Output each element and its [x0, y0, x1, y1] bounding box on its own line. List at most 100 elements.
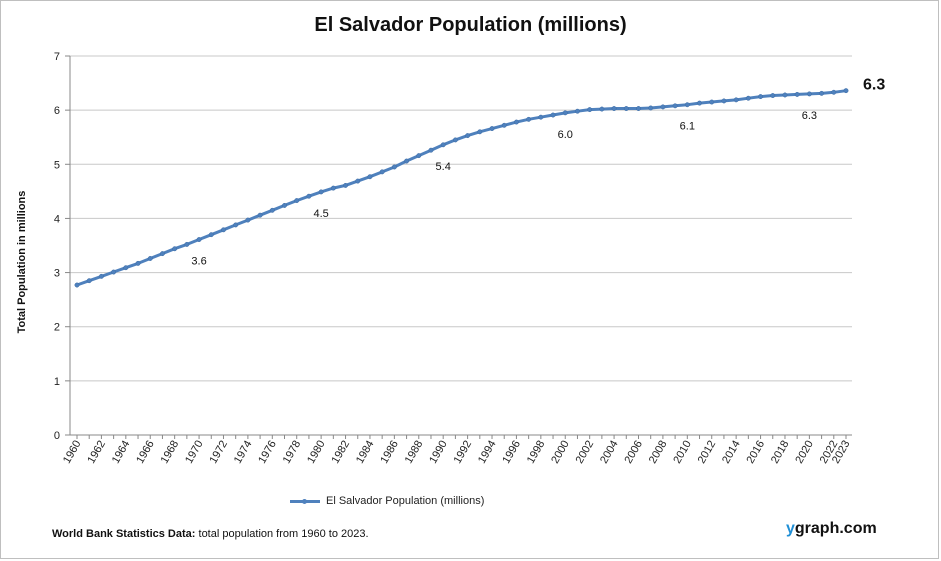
- data-point: [672, 103, 678, 109]
- x-tick-label: 1968: [159, 439, 182, 466]
- data-point: [343, 182, 348, 188]
- series-group: [74, 88, 849, 288]
- brand-rest: graph.com: [794, 520, 877, 537]
- legend: El Salvador Population (millions): [290, 495, 484, 507]
- x-tick-label: 1962: [85, 439, 108, 466]
- y-tick-label: 2: [54, 322, 60, 334]
- data-point: [269, 207, 275, 213]
- data-point: [159, 251, 165, 257]
- data-point: [379, 169, 385, 175]
- legend-swatch: [290, 495, 320, 507]
- source-note: World Bank Statistics Data: total popula…: [52, 528, 369, 540]
- data-point: [489, 126, 495, 132]
- data-point: [648, 105, 654, 111]
- data-point: [660, 104, 666, 110]
- x-tick-label: 1980: [305, 439, 328, 466]
- data-point: [465, 133, 471, 139]
- x-tick-label: 1970: [183, 439, 206, 466]
- data-point: [416, 153, 422, 159]
- x-tick-label: 1972: [207, 439, 230, 466]
- data-point: [98, 273, 104, 279]
- x-tick-label: 2004: [598, 439, 621, 466]
- brand-y: y: [786, 520, 795, 537]
- y-tick-label: 0: [54, 430, 60, 442]
- x-ticks: 1960 1962 1964 1966 1968 1970 1972 1974 1976 1978…: [61, 435, 853, 466]
- data-point: [404, 158, 410, 164]
- annotation-label: 6.3: [802, 110, 817, 122]
- x-tick-label: 2016: [745, 439, 768, 466]
- data-point: [257, 212, 263, 218]
- annotation-label: 6.0: [558, 129, 573, 141]
- y-ticks: 0 1 2 3 4 5 6 7: [54, 51, 70, 442]
- y-tick-label: 5: [54, 159, 60, 171]
- source-bold: World Bank Statistics Data:: [52, 528, 196, 540]
- x-tick-label: 2018: [769, 439, 792, 466]
- data-point: [208, 232, 214, 238]
- annotation-label: 6.1: [680, 121, 695, 133]
- data-point: [294, 198, 300, 204]
- y-tick-label: 4: [54, 213, 60, 225]
- axes: [69, 56, 852, 436]
- x-tick-label: 1990: [427, 439, 450, 466]
- data-point: [831, 89, 837, 95]
- data-point: [111, 269, 117, 275]
- data-point: [684, 102, 690, 108]
- data-point: [623, 106, 629, 111]
- data-point: [599, 106, 605, 112]
- brand-logo[interactable]: ygraph.com: [786, 520, 877, 538]
- x-tick-label: 2020: [793, 439, 816, 466]
- data-point: [575, 108, 580, 114]
- x-tick-label: 2014: [720, 439, 743, 466]
- data-point: [306, 193, 312, 199]
- data-point: [794, 91, 800, 97]
- data-point: [513, 119, 519, 125]
- data-point: [770, 93, 776, 98]
- x-tick-label: 1996: [500, 439, 523, 466]
- data-point: [184, 241, 190, 247]
- y-tick-label: 7: [54, 51, 60, 63]
- data-point: [782, 92, 788, 98]
- data-point: [282, 202, 287, 208]
- series-line: [76, 89, 847, 287]
- data-point: [733, 97, 739, 103]
- x-tick-label: 1966: [134, 439, 157, 466]
- data-point: [745, 95, 751, 101]
- data-point: [318, 189, 324, 195]
- data-point: [709, 99, 715, 105]
- source-text: total population from 1960 to 2023.: [195, 528, 369, 540]
- data-point: [806, 91, 812, 97]
- x-tick-label: 1992: [452, 439, 475, 466]
- data-point: [843, 88, 849, 94]
- data-point: [245, 217, 251, 223]
- data-point: [74, 282, 80, 288]
- data-point: [526, 116, 532, 122]
- data-point: [147, 256, 153, 261]
- data-point: [636, 106, 641, 111]
- data-point: [758, 94, 764, 100]
- x-tick-label: 2010: [671, 439, 694, 466]
- data-point: [562, 110, 568, 116]
- data-point: [501, 122, 507, 128]
- data-point: [196, 237, 202, 242]
- data-point: [233, 222, 239, 228]
- x-tick-label: 2008: [647, 439, 670, 466]
- x-tick-label: 1998: [525, 439, 548, 466]
- annotations: 3.6 4.5 5.4 6.0 6.1 6.3 6.3: [191, 77, 885, 268]
- end-value-label: 6.3: [863, 77, 885, 94]
- data-point: [452, 137, 458, 143]
- data-point: [86, 278, 92, 284]
- data-point: [330, 185, 336, 191]
- data-point: [221, 227, 226, 233]
- x-tick-label: 2002: [574, 439, 597, 466]
- x-tick-label: 2006: [622, 439, 645, 466]
- x-tick-label: 2000: [549, 439, 572, 466]
- data-point: [355, 178, 361, 184]
- annotation-label: 5.4: [436, 161, 451, 173]
- data-point: [538, 114, 544, 120]
- y-tick-label: 3: [54, 268, 60, 280]
- x-tick-label: 1988: [403, 439, 426, 466]
- x-tick-label: 1964: [110, 439, 133, 466]
- data-point: [697, 100, 702, 106]
- annotation-label: 3.6: [191, 256, 206, 268]
